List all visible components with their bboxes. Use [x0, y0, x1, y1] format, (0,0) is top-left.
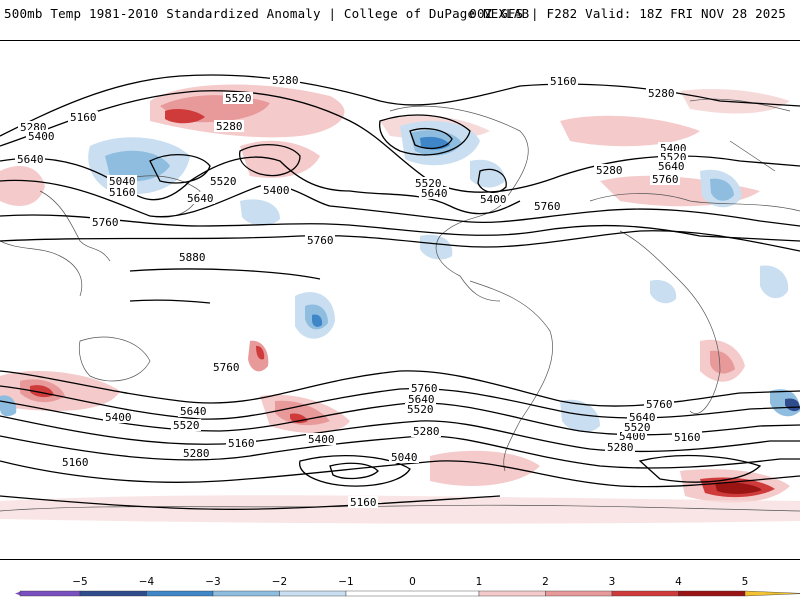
- contour-label: 5280: [272, 74, 299, 87]
- contour-label: 5640: [421, 187, 448, 200]
- contour-label: 5160: [70, 111, 97, 124]
- contour-label: 5640: [629, 411, 656, 424]
- contour-label: 5760: [646, 398, 673, 411]
- colorbar-segment: [345, 590, 480, 597]
- colorbar-segment: [212, 590, 280, 597]
- contour-label: 5280: [413, 425, 440, 438]
- colorbar-tick-label: 1: [476, 576, 483, 588]
- colorbar-segment: [279, 590, 347, 597]
- contour-label: 5520: [624, 421, 651, 434]
- contour-label: 5400: [480, 193, 507, 206]
- contour-label: 5280: [183, 447, 210, 460]
- contour-label: 5640: [658, 160, 685, 173]
- color-scale-legend: −5 −4 −3 −2 −1 0 1 2 3 4 5: [0, 575, 800, 600]
- contour-label: 5520: [225, 92, 252, 105]
- colorbar-segment: [79, 590, 147, 597]
- colorbar-tick-label: −1: [338, 576, 353, 588]
- contour-label: 5400: [619, 430, 646, 443]
- anomaly-map: 5280 5520 5280 5160 5280 5280 5400 5160 …: [0, 40, 800, 560]
- color-scale-bar: −5 −4 −3 −2 −1 0 1 2 3 4 5: [15, 576, 800, 597]
- contour-label: 5520: [210, 175, 237, 188]
- contour-label: 5640: [187, 192, 214, 205]
- contour-label: 5160: [62, 456, 89, 469]
- contour-label: 5280: [648, 87, 675, 100]
- contour-label: 5160: [550, 75, 577, 88]
- coastlines: [0, 98, 800, 512]
- colorbar-segment: [611, 590, 679, 597]
- contour-label: 5040: [109, 175, 136, 188]
- contour-label: 5520: [407, 403, 434, 416]
- map-title: 500mb Temp 1981-2010 Standardized Anomal…: [4, 6, 530, 21]
- contour-label: 5280: [596, 164, 623, 177]
- colorbar-tick-label: 2: [542, 576, 549, 588]
- colorbar-segment: [545, 590, 613, 597]
- contour-label: 5400: [308, 433, 335, 446]
- contour-label: 5760: [307, 234, 334, 247]
- contour-label: 5280: [607, 441, 634, 454]
- contour-label: 5760: [652, 173, 679, 186]
- header-bar: 500mb Temp 1981-2010 Standardized Anomal…: [0, 0, 800, 30]
- contour-label: 5280: [216, 120, 243, 133]
- contour-label: 5640: [180, 405, 207, 418]
- colorbar-segment: [478, 590, 546, 597]
- contour-label: 5160: [109, 186, 136, 199]
- model-run-info: 00Z GFS | F282 Valid: 18Z FRI NOV 28 202…: [469, 6, 786, 21]
- contour-label: 5760: [411, 382, 438, 395]
- contour-label: 5040: [391, 451, 418, 464]
- colorbar-right-arrow: [744, 590, 800, 597]
- colorbar-tick-label: 4: [675, 576, 682, 588]
- colorbar-tick-label: −4: [139, 576, 155, 588]
- colorbar-segment: [146, 590, 214, 597]
- contour-label: 5640: [408, 393, 435, 406]
- colorbar-tick-label: 0: [409, 576, 416, 588]
- colorbar-segment: [678, 590, 746, 597]
- contour-label: 5520: [415, 177, 442, 190]
- map-canvas: 5280 5520 5280 5160 5280 5280 5400 5160 …: [0, 74, 800, 524]
- contour-label: 5760: [534, 200, 561, 213]
- contour-label: 5760: [92, 216, 119, 229]
- contour-label: 5880: [179, 251, 206, 264]
- contour-label: 5400: [105, 411, 132, 424]
- colorbar-segment: [19, 590, 81, 597]
- negative-anomaly-shading: [0, 121, 800, 433]
- contour-label: 5160: [228, 437, 255, 450]
- contour-label: 5160: [674, 431, 701, 444]
- colorbar-tick-label: 5: [742, 576, 749, 588]
- colorbar-tick-label: −3: [205, 576, 220, 588]
- contour-label: 5160: [350, 496, 377, 509]
- contour-label: 5520: [173, 419, 200, 432]
- colorbar-tick-label: −5: [72, 576, 87, 588]
- colorbar-tick-label: −2: [272, 576, 287, 588]
- contour-label: 5640: [17, 153, 44, 166]
- contour-label: 5760: [213, 361, 240, 374]
- colorbar-tick-label: 3: [609, 576, 616, 588]
- contour-labels: 5280 5520 5280 5160 5280 5280 5400 5160 …: [15, 74, 702, 509]
- contour-label: 5400: [28, 130, 55, 143]
- contour-label: 5400: [263, 184, 290, 197]
